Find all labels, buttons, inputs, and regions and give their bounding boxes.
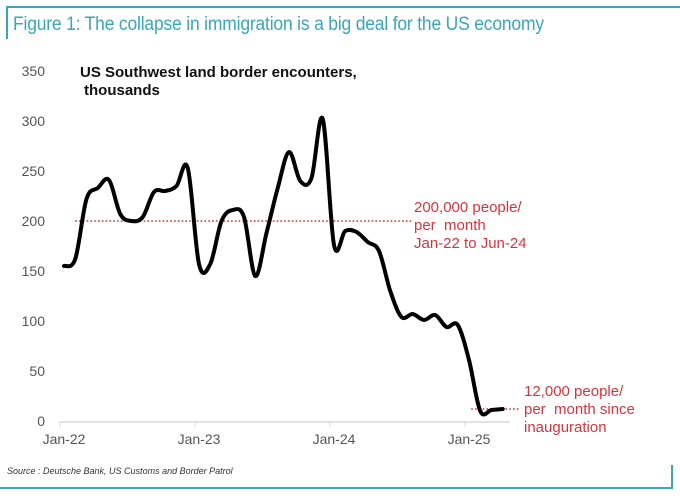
- frame-left-border: [6, 6, 8, 39]
- series-line: [62, 115, 505, 417]
- y-tick-label: 250: [22, 163, 46, 179]
- y-axis: 0 50 100 150 200 250 300 350: [22, 63, 46, 429]
- annotation-1-line-2: per month: [414, 217, 486, 234]
- frame-right-border: [671, 465, 673, 489]
- y-tick-label: 150: [22, 263, 46, 279]
- annotation-1-line-3: Jan-22 to Jun-24: [414, 235, 527, 252]
- x-tick-label: Jan-23: [178, 431, 221, 447]
- y-tick-label: 50: [29, 363, 45, 379]
- x-tick-label: Jan-25: [448, 431, 491, 447]
- frame-top-border: [6, 6, 680, 8]
- y-tick-label: 200: [22, 213, 46, 229]
- annotation-since-inauguration: 12,000 people/ per month since inaugurat…: [524, 383, 635, 436]
- y-tick-label: 350: [22, 63, 46, 79]
- figure-title: Figure 1: The collapse in immigration is…: [13, 14, 544, 35]
- annotation-2-line-2: per month since: [524, 401, 635, 418]
- y-tick-label: 300: [22, 113, 46, 129]
- x-tick-label: Jan-24: [313, 431, 356, 447]
- annotation-2-line-3: inauguration: [524, 419, 607, 436]
- annotation-2-line-1: 12,000 people/: [524, 383, 624, 400]
- x-tick-label: Jan-22: [43, 431, 86, 447]
- y-tick-label: 100: [22, 313, 46, 329]
- x-axis: Jan-22 Jan-23 Jan-24 Jan-25: [43, 421, 510, 447]
- chart-title-line-1: US Southwest land border encounters,: [80, 64, 357, 81]
- source-note: Source : Deutsche Bank, US Customs and B…: [7, 466, 233, 476]
- chart-title-line-2: thousands: [84, 82, 160, 99]
- y-tick-label: 0: [37, 413, 45, 429]
- series-group: [62, 115, 505, 417]
- annotation-1-line-1: 200,000 people/: [414, 199, 522, 216]
- frame-bottom-border: [0, 487, 673, 489]
- annotation-avg-2022-2024: 200,000 people/ per month Jan-22 to Jun-…: [414, 199, 527, 252]
